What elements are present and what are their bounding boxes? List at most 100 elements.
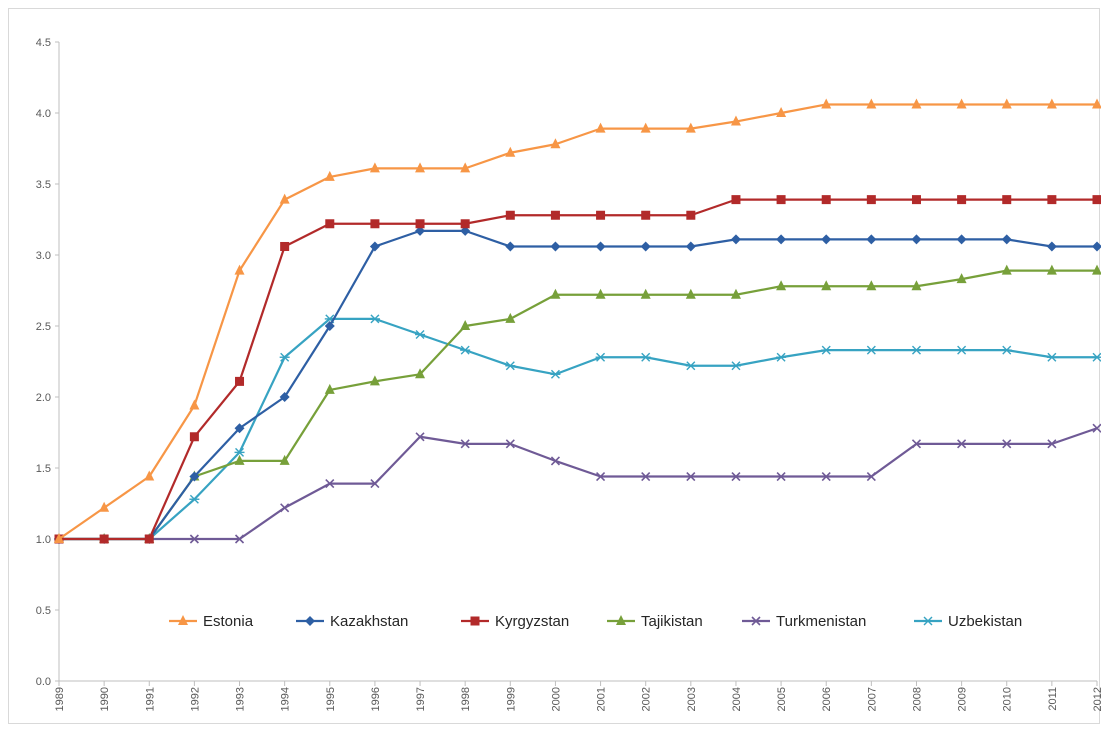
data-point-turkmenistan — [280, 503, 290, 513]
x-tick-label: 1989 — [54, 687, 66, 711]
data-point-turkmenistan — [550, 456, 561, 466]
data-point-kazakhstan — [324, 321, 335, 331]
x-tick-label: 2001 — [596, 687, 608, 711]
data-point-uzbekistan — [730, 361, 741, 371]
data-point-kyrgyzstan — [235, 376, 245, 386]
data-point-estonia — [234, 264, 245, 275]
data-point-kazakhstan — [234, 423, 245, 434]
x-tick-label: 1997 — [415, 687, 427, 711]
data-point-turkmenistan — [821, 471, 831, 482]
data-point-kyrgyzstan — [415, 219, 425, 229]
series-kyrgyzstan — [54, 195, 1102, 544]
data-point-tajikistan — [595, 288, 606, 299]
data-point-kyrgyzstan — [505, 210, 515, 220]
x-tick-label: 2007 — [866, 687, 878, 711]
data-point-estonia — [460, 162, 471, 173]
data-point-tajikistan — [1046, 264, 1057, 275]
marker-stroke — [821, 471, 831, 482]
data-point-kazakhstan — [369, 241, 380, 252]
marker-stroke — [189, 494, 199, 504]
data-point-estonia — [640, 122, 651, 133]
data-point-uzbekistan — [956, 345, 967, 355]
data-point-kyrgyzstan — [641, 210, 651, 220]
data-point-uzbekistan — [911, 345, 922, 355]
y-tick-label: 0.5 — [36, 605, 51, 617]
data-point-estonia — [189, 399, 200, 410]
x-tick-label: 1996 — [370, 687, 382, 711]
data-point-turkmenistan — [1002, 439, 1012, 449]
data-point-kazakhstan — [415, 225, 426, 236]
x-tick-label: 2004 — [731, 687, 743, 711]
y-tick-label: 1.0 — [36, 534, 51, 546]
y-tick-label: 0.0 — [36, 676, 51, 688]
data-point-kazakhstan — [956, 234, 967, 245]
data-point-turkmenistan — [957, 439, 967, 449]
x-tick-label: 2002 — [641, 687, 653, 711]
data-point-tajikistan — [866, 280, 877, 291]
x-tick-label: 2000 — [550, 687, 562, 711]
marker-stroke — [866, 345, 876, 355]
marker-stroke — [641, 352, 651, 362]
data-point-uzbekistan — [821, 345, 832, 355]
marker-stroke — [189, 534, 199, 544]
data-point-tajikistan — [460, 320, 471, 330]
legend-label: Kazakhstan — [330, 613, 408, 630]
legend-item-kyrgyzstan: Kyrgyzstan — [461, 613, 569, 630]
legend-item-uzbekistan: Uzbekistan — [914, 613, 1022, 630]
marker-stroke — [686, 361, 696, 371]
data-point-uzbekistan — [640, 352, 651, 362]
data-point-kazakhstan — [550, 241, 561, 252]
data-point-turkmenistan — [731, 471, 741, 482]
marker-stroke — [505, 439, 515, 449]
series-tajikistan — [54, 264, 1102, 543]
data-point-estonia — [776, 107, 787, 117]
data-point-estonia — [1046, 98, 1057, 109]
data-point-kyrgyzstan — [550, 210, 560, 220]
marker-stroke — [686, 471, 696, 482]
data-point-estonia — [866, 98, 877, 109]
x-tick-label: 2009 — [957, 687, 969, 711]
legend-item-kazakhstan: Kazakhstan — [296, 613, 408, 630]
data-point-kyrgyzstan — [731, 195, 741, 205]
marker-stroke — [234, 534, 245, 544]
legend-swatch-marker — [616, 615, 626, 625]
series-line-kazakhstan — [59, 229, 1097, 541]
data-point-tajikistan — [640, 288, 651, 299]
x-tick-label: 1998 — [460, 687, 472, 711]
y-tick-label: 4.0 — [36, 108, 51, 120]
marker-stroke — [731, 471, 741, 482]
data-point-kazakhstan — [460, 225, 471, 236]
data-point-tajikistan — [911, 280, 922, 291]
data-point-turkmenistan — [415, 432, 425, 442]
legend-label: Estonia — [203, 613, 254, 630]
data-point-turkmenistan — [189, 534, 199, 544]
y-tick-label: 3.0 — [36, 250, 51, 262]
data-point-kyrgyzstan — [99, 534, 109, 544]
data-point-kyrgyzstan — [280, 241, 290, 251]
x-tick-label: 1993 — [235, 687, 247, 711]
data-point-turkmenistan — [776, 471, 786, 482]
data-point-tajikistan — [550, 288, 561, 299]
data-point-kyrgyzstan — [776, 195, 786, 205]
data-point-kyrgyzstan — [957, 195, 967, 205]
data-point-tajikistan — [821, 280, 832, 291]
data-point-uzbekistan — [415, 330, 426, 340]
legend: Estonia Kazakhstan Kyrgyzstan Tajikistan Tur… — [169, 613, 1022, 630]
x-tick-label: 1999 — [505, 687, 517, 711]
marker-stroke — [460, 345, 470, 355]
data-point-uzbekistan — [460, 345, 471, 355]
data-point-estonia — [685, 122, 696, 133]
data-point-turkmenistan — [1092, 423, 1102, 433]
x-tick-label: 2011 — [1047, 687, 1059, 711]
data-point-estonia — [369, 162, 380, 173]
data-point-kazakhstan — [911, 234, 922, 245]
marker-stroke — [325, 314, 335, 324]
x-tick-label: 1995 — [325, 687, 337, 711]
marker-stroke — [280, 352, 290, 362]
data-point-tajikistan — [685, 288, 696, 299]
data-point-kazakhstan — [279, 392, 290, 402]
data-point-tajikistan — [324, 383, 335, 394]
series-line-estonia — [58, 103, 1097, 540]
data-point-turkmenistan — [370, 479, 380, 489]
marker-stroke — [325, 479, 335, 489]
